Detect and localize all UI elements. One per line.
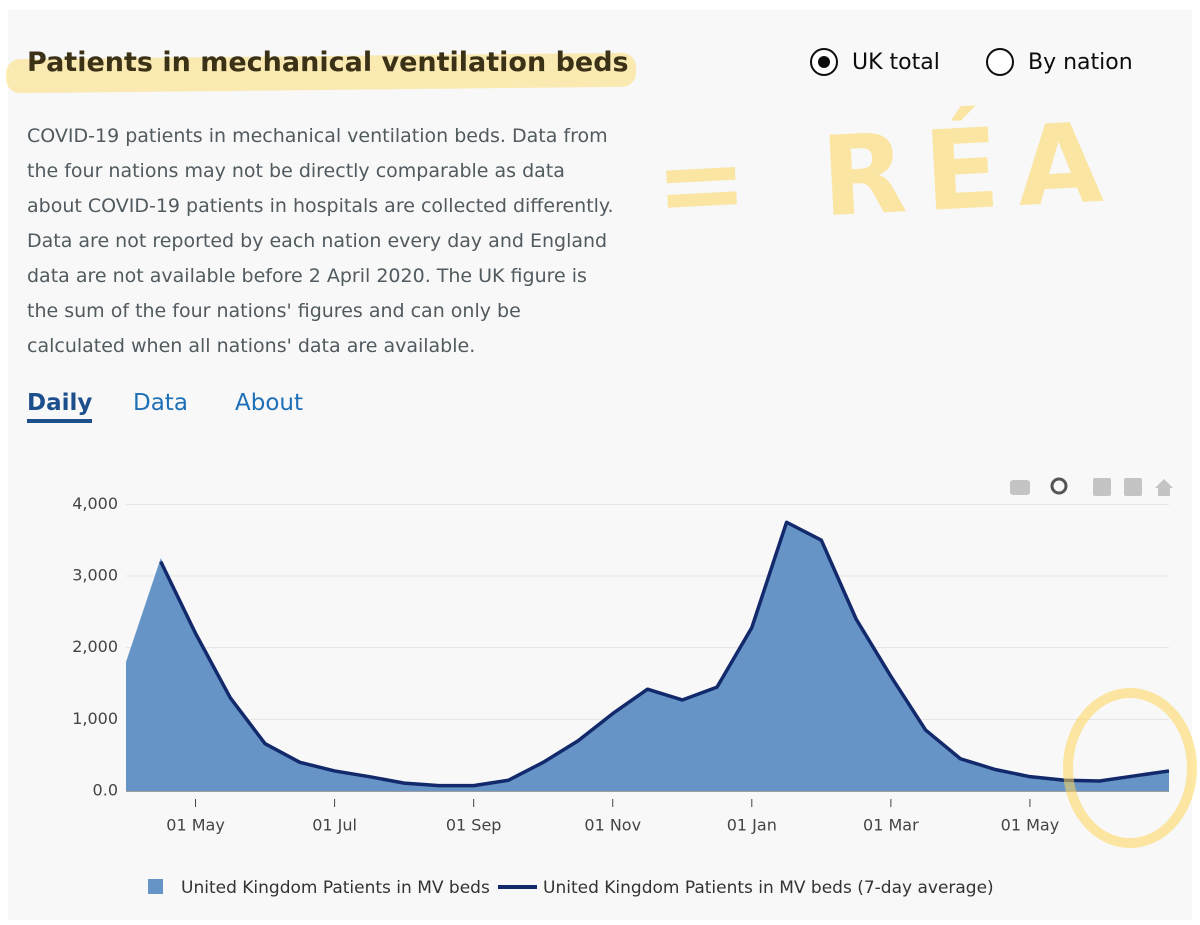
title: Patients in mechanical ventilation beds xyxy=(27,47,629,78)
x-tick-label: 01 May xyxy=(166,816,225,835)
minus-icon[interactable] xyxy=(1124,478,1142,496)
toolbar xyxy=(1010,477,1173,496)
y-tick-label: 3,000 xyxy=(72,566,118,585)
x-tick-label: 01 May xyxy=(1001,816,1060,835)
y-tick-label: 2,000 xyxy=(72,637,118,656)
legend-label: United Kingdom Patients in MV beds xyxy=(181,878,490,898)
plus-icon[interactable] xyxy=(1093,478,1111,496)
y-tick-label: 1,000 xyxy=(72,709,118,728)
zoom-icon[interactable] xyxy=(1050,477,1068,495)
line xyxy=(159,520,1170,788)
x-tick-label: 01 Jan xyxy=(727,816,777,835)
highlight-circle xyxy=(1063,688,1197,848)
legend-swatch xyxy=(148,879,163,894)
radio-by-nation[interactable]: By nation xyxy=(986,48,1133,76)
tab[interactable]: Daily xyxy=(27,390,93,423)
radio-dot[interactable] xyxy=(810,48,838,76)
x-tick-label: 01 Nov xyxy=(584,816,641,835)
description: COVID-19 patients in mechanical ventilat… xyxy=(27,125,614,357)
radio-label[interactable]: By nation xyxy=(1028,49,1133,75)
tab[interactable]: About xyxy=(235,390,304,416)
tab[interactable]: Data xyxy=(133,390,188,416)
radio-label[interactable]: UK total xyxy=(852,49,940,75)
x-tick-label: 01 Jul xyxy=(312,816,357,835)
radio-uk-total[interactable]: UK total xyxy=(810,48,940,76)
x-tick-label: 01 Mar xyxy=(863,816,919,835)
y-tick-label: 0.0 xyxy=(93,781,118,800)
x-tick-label: 01 Sep xyxy=(446,816,502,835)
camera-icon[interactable] xyxy=(1010,480,1030,495)
area xyxy=(126,522,1169,791)
y-tick-label: 4,000 xyxy=(72,494,118,513)
home-icon[interactable] xyxy=(1155,479,1173,496)
radio-dot[interactable] xyxy=(986,48,1014,76)
legend-label: United Kingdom Patients in MV beds (7-da… xyxy=(543,878,994,898)
